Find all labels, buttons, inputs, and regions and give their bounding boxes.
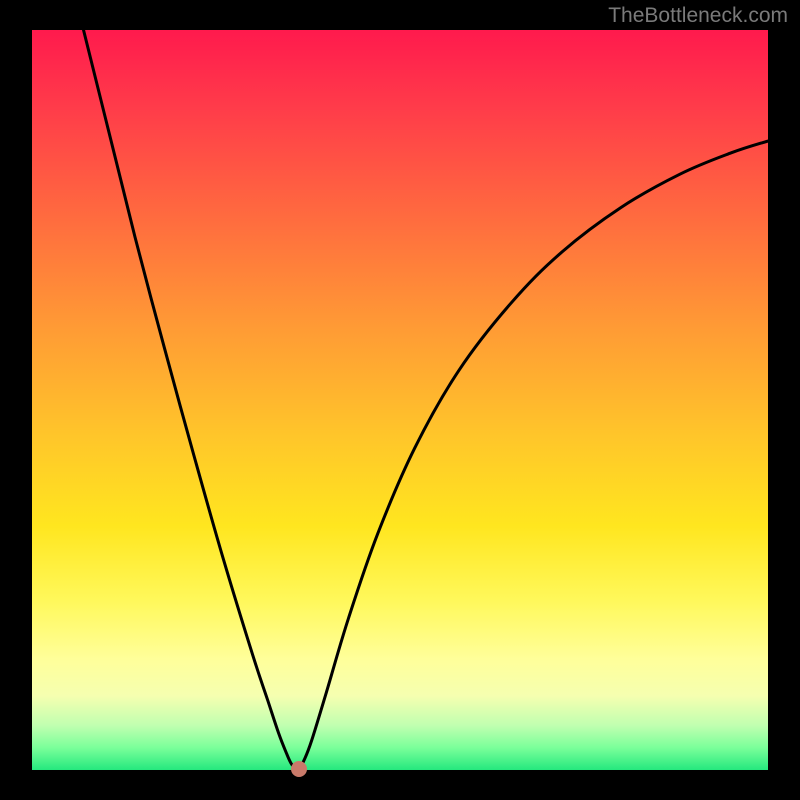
- watermark-text: TheBottleneck.com: [608, 4, 788, 28]
- chart-plot-area: [32, 30, 768, 770]
- optimal-point-marker: [291, 761, 307, 777]
- bottleneck-curve: [32, 30, 768, 770]
